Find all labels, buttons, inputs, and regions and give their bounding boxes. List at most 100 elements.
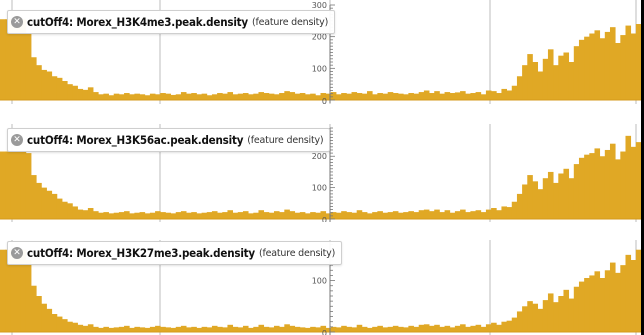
density-bar (5, 19, 11, 100)
density-bar (201, 93, 208, 100)
density-bar (129, 213, 135, 219)
density-bar (356, 93, 363, 100)
density-bar (537, 308, 544, 332)
density-bar (470, 93, 476, 100)
density-bar (568, 62, 575, 100)
density-bar (542, 300, 549, 332)
density-bar (511, 85, 518, 100)
density-bar (491, 208, 497, 219)
density-bar (217, 326, 223, 332)
density-bar (201, 212, 208, 219)
density-bar (501, 206, 507, 219)
density-bar (118, 212, 125, 219)
density-bar (289, 92, 296, 100)
density-bar (444, 92, 451, 100)
density-bar (568, 298, 575, 332)
track-kind: (feature density) (258, 247, 336, 259)
density-bar (496, 93, 502, 100)
density-bar (51, 314, 58, 332)
track-h3k56ac[interactable]: 0 100 200 ✕ cutOff4: Morex_H3K56ac.peak.de… (0, 124, 641, 222)
track-label[interactable]: ✕ cutOff4: Morex_H3K56ac.peak.density (f… (7, 128, 331, 152)
density-bar (516, 193, 523, 219)
density-bar (429, 93, 435, 100)
density-bar (124, 325, 130, 332)
density-bar (268, 327, 275, 332)
density-bar (93, 326, 99, 332)
density-bar (242, 325, 249, 332)
track-h3k4me3[interactable]: 0 100 200 300 ✕ cutOff4: Morex_H3K4me3.peak… (0, 0, 641, 104)
density-bar (537, 71, 544, 100)
density-bar (310, 326, 316, 332)
density-bar (516, 311, 523, 332)
density-bar (408, 325, 414, 332)
density-plot: 0 100 200 (0, 124, 641, 222)
density-bar (98, 94, 104, 100)
density-bar (418, 210, 425, 219)
density-bar (558, 55, 564, 100)
density-bar (217, 212, 223, 219)
density-bar (248, 213, 254, 219)
density-bar (87, 208, 94, 219)
density-bar (10, 249, 16, 332)
density-bar (496, 210, 502, 219)
density-bar (175, 326, 182, 332)
density-bar (351, 212, 358, 219)
density-bar (542, 58, 549, 100)
density-bar (294, 326, 301, 332)
close-icon[interactable]: ✕ (11, 247, 23, 259)
density-bar (62, 319, 68, 332)
density-bar (253, 212, 259, 219)
density-bar (392, 325, 399, 332)
density-bar (129, 94, 135, 100)
density-bar (346, 212, 352, 219)
density-bar (82, 210, 89, 219)
density-bar (315, 327, 321, 332)
density-bar (361, 93, 368, 100)
y-tick-label: 0 (322, 216, 327, 222)
density-bar (511, 317, 518, 332)
track-label[interactable]: ✕ cutOff4: Morex_H3K27me3.peak.density (… (7, 241, 343, 265)
density-bar (196, 213, 203, 219)
density-bar (382, 212, 389, 219)
density-bar (418, 324, 425, 332)
track-h3k27me3[interactable]: 0 100 ✕ cutOff4: Morex_H3K27me3.peak.dens… (0, 240, 641, 335)
density-bar (449, 93, 456, 100)
density-bar (325, 327, 332, 332)
density-bar (191, 212, 197, 219)
density-bar (237, 93, 244, 100)
density-bar (491, 91, 497, 100)
density-bar (454, 211, 461, 219)
density-bar (351, 327, 358, 332)
density-bar (36, 65, 42, 100)
density-bar (155, 94, 161, 100)
density-bar (108, 327, 115, 332)
density-bar (149, 326, 156, 332)
density-bar (444, 325, 451, 332)
density-bar (460, 91, 466, 100)
track-name: cutOff4: Morex_H3K4me3.peak.density (27, 15, 248, 29)
density-bar (501, 321, 507, 332)
y-tick-label: 100 (312, 277, 327, 286)
track-kind: (feature density) (251, 16, 329, 28)
track-label[interactable]: ✕ cutOff4: Morex_H3K4me3.peak.density (f… (7, 10, 336, 34)
density-bar (10, 19, 16, 100)
density-bar (180, 211, 187, 219)
density-bar (237, 327, 244, 332)
density-bar (191, 93, 197, 100)
density-bar (594, 271, 601, 332)
density-bar (454, 92, 461, 100)
density-plot: 0 100 (0, 240, 641, 335)
density-bar (299, 327, 306, 332)
density-bar (625, 25, 632, 100)
density-bar (615, 43, 621, 100)
density-bar (165, 93, 171, 100)
density-bar (465, 326, 471, 332)
density-bar (175, 94, 182, 100)
density-bar (599, 278, 606, 332)
density-bar (320, 211, 327, 219)
density-bar (336, 327, 342, 332)
close-icon[interactable]: ✕ (11, 134, 23, 146)
close-icon[interactable]: ✕ (11, 16, 23, 28)
density-bar (568, 178, 575, 219)
